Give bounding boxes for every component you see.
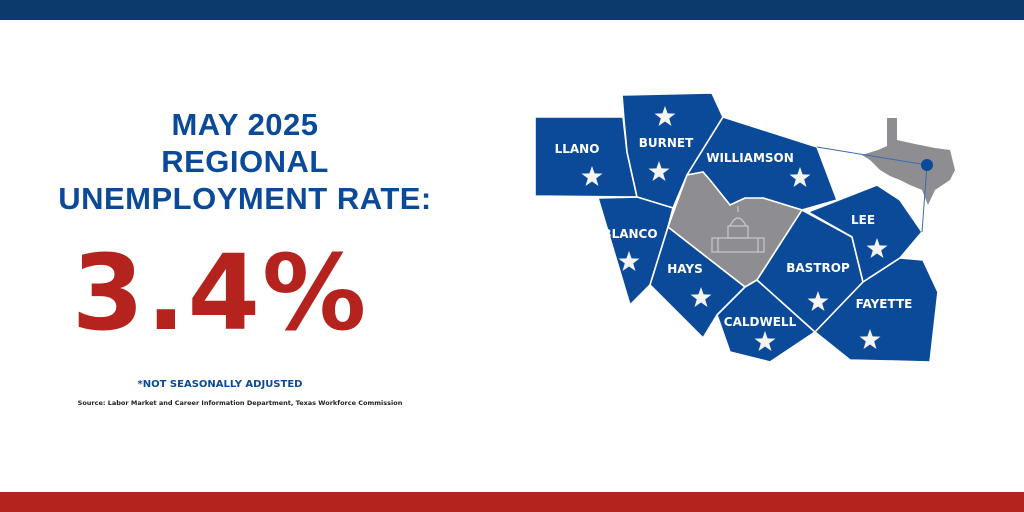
- bottom-bar: [0, 492, 1024, 512]
- county-label: BURNET: [639, 136, 694, 150]
- footnote: *NOT SEASONALLY ADJUSTED: [137, 379, 303, 390]
- county-label: HAYS: [667, 262, 703, 276]
- county-label: BLANCO: [602, 227, 657, 241]
- county-lee: [807, 184, 923, 283]
- county-label: LEE: [851, 213, 875, 227]
- county-label: FAYETTE: [856, 297, 913, 311]
- unemployment-rate: 3.4%: [71, 232, 369, 354]
- texas-inset: [816, 118, 955, 233]
- title-line: UNEMPLOYMENT RATE:: [58, 181, 432, 216]
- page-title: MAY 2025 REGIONAL UNEMPLOYMENT RATE:: [0, 106, 490, 217]
- title-line: REGIONAL: [161, 144, 329, 179]
- title-line: MAY 2025: [171, 107, 319, 142]
- county-fayette: [814, 257, 939, 363]
- county-label: LLANO: [555, 142, 600, 156]
- capitol-building-icon: [711, 206, 765, 253]
- source-credit: Source: Labor Market and Career Informat…: [77, 399, 403, 407]
- region-locator-dot: [921, 159, 933, 171]
- top-bar: [0, 0, 1024, 20]
- county-label: WILLIAMSON: [706, 151, 794, 165]
- county-label: BASTROP: [786, 261, 850, 275]
- county-label: CALDWELL: [724, 315, 797, 329]
